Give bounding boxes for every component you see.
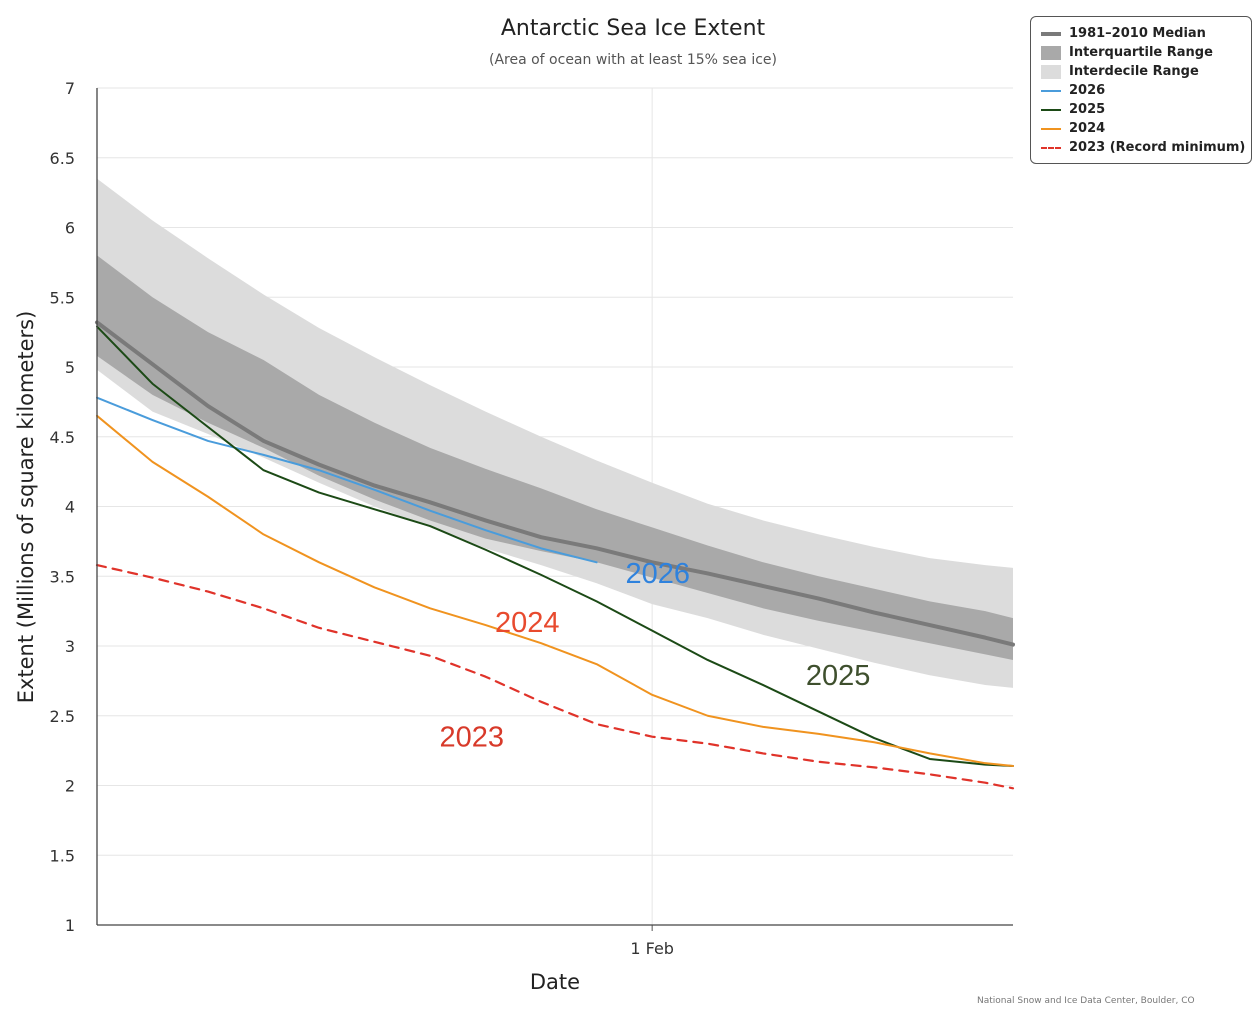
- series-line-2025: [96, 325, 1014, 767]
- series-annotations: 2026 2024 2025 2023: [439, 558, 870, 753]
- series-line-2026: [96, 396, 598, 564]
- x-tick-label: 1 Feb: [630, 939, 674, 958]
- legend-swatch: [1041, 103, 1061, 117]
- legend-label: 2024: [1069, 121, 1106, 136]
- range-bands: [97, 178, 1013, 688]
- y-tick-label: 5: [65, 358, 75, 377]
- legend: 1981–2010 Median Interquartile Range Inter…: [1030, 16, 1252, 164]
- legend-item: 1981–2010 Median: [1041, 24, 1206, 43]
- y-tick-label: 6.5: [50, 149, 75, 168]
- y-tick-label: 5.5: [50, 288, 75, 307]
- x-axis-title: Date: [530, 970, 580, 994]
- axes: 1 1.5 2 2.5 3 3.5 4 4.5 5 5.5 6 6.5 7 1 Feb: [50, 79, 1013, 958]
- series-lines: [95, 320, 1015, 790]
- chart-title: Antarctic Sea Ice Extent: [501, 16, 766, 41]
- series-line-2023: [95, 563, 1015, 790]
- legend-swatch: [1041, 141, 1061, 155]
- annotation-2024: 2024: [495, 607, 560, 639]
- legend-label: Interdecile Range: [1069, 64, 1199, 79]
- legend-item: 2026: [1041, 81, 1105, 100]
- source-credit: National Snow and Ice Data Center, Bould…: [977, 996, 1195, 1006]
- y-tick-label: 1.5: [50, 846, 75, 865]
- y-tick-label: 4.5: [50, 428, 75, 447]
- legend-swatch: [1041, 84, 1061, 98]
- y-tick-label: 3: [65, 637, 75, 656]
- y-tick-label: 3.5: [50, 567, 75, 586]
- legend-swatch: [1041, 45, 1061, 60]
- legend-item: 2023 (Record minimum): [1041, 138, 1245, 157]
- y-tick-label: 7: [65, 79, 75, 98]
- legend-swatch: [1041, 122, 1061, 136]
- legend-label: Interquartile Range: [1069, 45, 1213, 60]
- legend-label: 2025: [1069, 102, 1106, 117]
- annotation-2023: 2023: [439, 721, 504, 753]
- y-tick-label: 2: [65, 777, 75, 796]
- legend-label: 1981–2010 Median: [1069, 26, 1206, 41]
- y-tick-label: 4: [65, 498, 75, 517]
- annotation-2026: 2026: [625, 558, 690, 590]
- y-tick-label: 6: [65, 219, 75, 238]
- legend-item: Interdecile Range: [1041, 62, 1199, 81]
- legend-swatch: [1041, 27, 1061, 41]
- chart-subtitle: (Area of ocean with at least 15% sea ice…: [489, 52, 777, 68]
- legend-item: 2024: [1041, 119, 1105, 138]
- series-line-2024: [96, 414, 1014, 767]
- legend-label: 2026: [1069, 83, 1106, 98]
- y-axis-title: Extent (Millions of square kilometers): [14, 311, 38, 704]
- legend-item: Interquartile Range: [1041, 43, 1213, 62]
- series-line-1981-2010: [95, 320, 1015, 647]
- legend-item: 2025: [1041, 100, 1105, 119]
- interdecile-range-band: [97, 178, 1013, 688]
- annotation-2025: 2025: [806, 660, 871, 692]
- y-tick-label: 1: [65, 916, 75, 935]
- legend-swatch: [1041, 64, 1061, 79]
- interquartile-range-band: [97, 255, 1013, 660]
- y-tick-label: 2.5: [50, 707, 75, 726]
- legend-label: 2023 (Record minimum): [1069, 140, 1246, 155]
